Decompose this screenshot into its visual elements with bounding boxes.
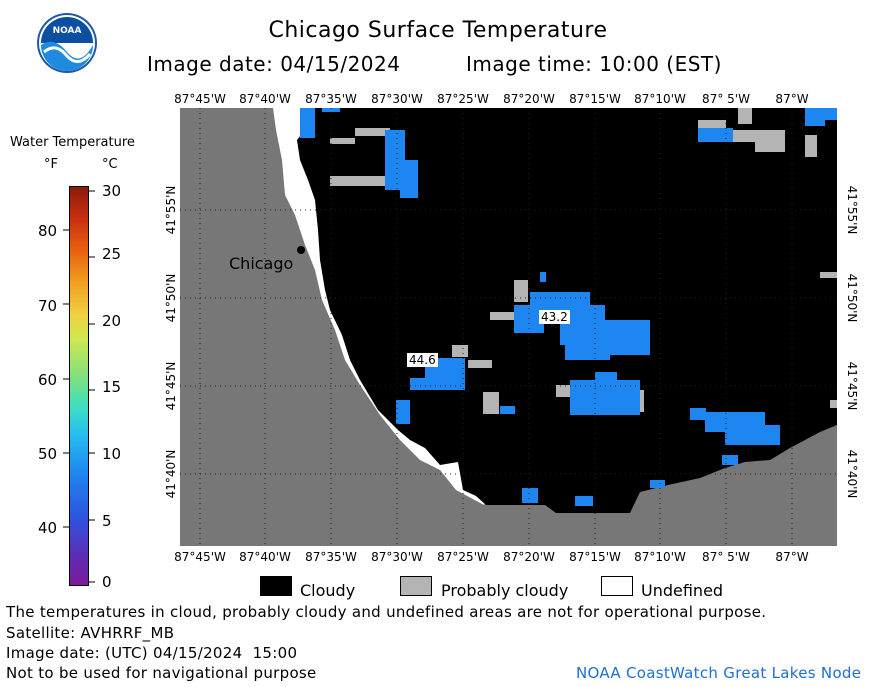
- lon-label-top: 87° 5'W: [702, 92, 750, 106]
- lat-label-left: 41°40'N: [164, 449, 178, 499]
- graticule: [180, 108, 837, 546]
- f-tick: 50: [38, 445, 58, 463]
- noaa-logo: NOAA: [36, 12, 98, 74]
- colorbar-ticks: [63, 190, 95, 583]
- lat-label-right: 41°50'N: [845, 273, 859, 323]
- colorbar-unit-f: °F: [44, 157, 58, 172]
- lon-label-bottom: 87°25'W: [437, 550, 489, 564]
- footer-satellite: Satellite: AVHRRF_MB: [6, 624, 175, 642]
- lon-label-top: 87°W: [775, 92, 809, 106]
- temp-readout: 44.6: [407, 353, 438, 367]
- lon-label-bottom: 87°40'W: [239, 550, 291, 564]
- city-label: Chicago: [229, 254, 294, 273]
- c-tick: 30: [102, 182, 122, 200]
- legend-swatch-probably-cloudy: [400, 576, 432, 596]
- lon-label-top: 87°25'W: [437, 92, 489, 106]
- f-tick: 60: [38, 371, 58, 389]
- legend-label-undefined: Undefined: [641, 581, 724, 600]
- lon-label-bottom: 87°20'W: [503, 550, 555, 564]
- lon-label-top: 87°10'W: [634, 92, 686, 106]
- image-time: Image time: 10:00 (EST): [466, 52, 722, 76]
- f-tick: 40: [38, 519, 58, 537]
- lon-label-bottom: 87°15'W: [569, 550, 621, 564]
- legend-swatch-undefined: [601, 576, 633, 596]
- lon-label-bottom: 87°35'W: [305, 550, 357, 564]
- lat-label-right: 41°55'N: [845, 185, 859, 235]
- lon-label-bottom: 87°45'W: [174, 550, 226, 564]
- c-tick: 5: [102, 512, 112, 530]
- f-tick: 70: [38, 297, 58, 315]
- footer-credit: NOAA CoastWatch Great Lakes Node: [576, 664, 862, 682]
- lat-label-right: 41°45'N: [845, 361, 859, 411]
- lon-label-bottom: 87°W: [775, 550, 809, 564]
- map-canvas: [180, 108, 837, 546]
- legend-label-cloudy: Cloudy: [300, 581, 356, 600]
- lat-label-right: 41°40'N: [845, 449, 859, 499]
- water-temp-patches: [300, 108, 837, 506]
- lat-label-left: 41°45'N: [164, 361, 178, 411]
- colorbar-unit-c: °C: [102, 157, 118, 172]
- footer-utc-date: Image date: (UTC) 04/15/2024 15:00: [6, 644, 298, 662]
- footer-disclaimer: The temperatures in cloud, probably clou…: [6, 603, 767, 621]
- lat-label-left: 41°50'N: [164, 273, 178, 323]
- lat-label-left: 41°55'N: [164, 185, 178, 235]
- lon-label-bottom: 87°10'W: [634, 550, 686, 564]
- c-tick: 20: [102, 312, 122, 330]
- legend-label-probably-cloudy: Probably cloudy: [441, 581, 569, 600]
- noaa-logo-icon: [37, 13, 97, 73]
- page-title: Chicago Surface Temperature: [268, 18, 608, 43]
- f-tick: 80: [38, 222, 58, 240]
- chicago-marker: [297, 246, 305, 254]
- legend-swatch-cloudy: [260, 576, 292, 596]
- lon-label-top: 87°35'W: [305, 92, 357, 106]
- c-tick: 25: [102, 245, 122, 263]
- lon-label-top: 87°30'W: [371, 92, 423, 106]
- lon-label-top: 87°40'W: [239, 92, 291, 106]
- colorbar-title: Water Temperature: [10, 135, 135, 150]
- lon-label-top: 87°15'W: [569, 92, 621, 106]
- image-date: Image date: 04/15/2024: [147, 52, 401, 76]
- c-tick: 0: [102, 573, 112, 591]
- footer-nav-warning: Not to be used for navigational purpose: [6, 664, 317, 682]
- temp-readout: 43.2: [539, 310, 570, 324]
- lon-label-bottom: 87° 5'W: [702, 550, 750, 564]
- c-tick: 15: [102, 378, 122, 396]
- colorbar: [69, 186, 89, 586]
- logo-text: NOAA: [52, 26, 82, 36]
- c-tick: 10: [102, 445, 122, 463]
- lon-label-bottom: 87°30'W: [371, 550, 423, 564]
- lon-label-top: 87°20'W: [503, 92, 555, 106]
- lon-label-top: 87°45'W: [174, 92, 226, 106]
